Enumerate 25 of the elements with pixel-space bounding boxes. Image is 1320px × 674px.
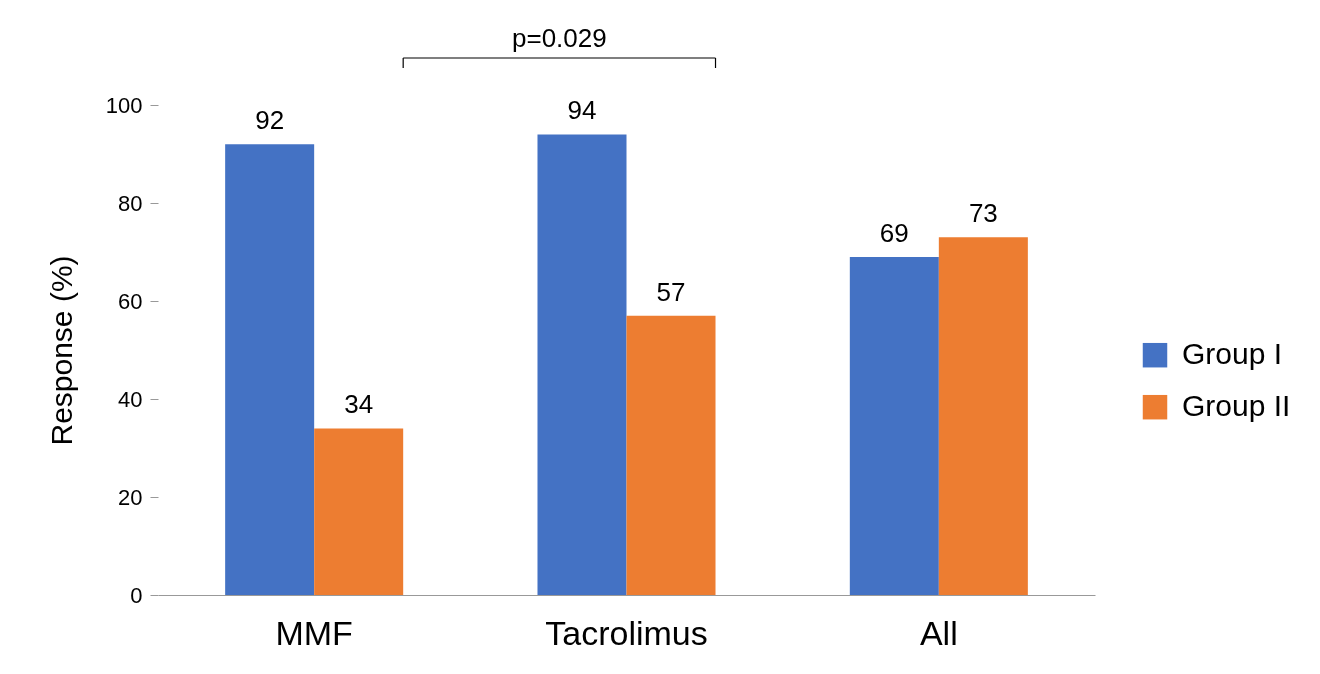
- bar: [849, 256, 939, 595]
- legend-label: Group I: [1182, 337, 1283, 371]
- x-tick-label: MMF: [275, 613, 353, 652]
- y-axis-title: Response (%): [44, 255, 78, 446]
- y-tick-label: 0: [130, 582, 143, 608]
- y-tick-label: 100: [105, 92, 143, 118]
- y-tick-label: 40: [118, 386, 143, 412]
- data-label: 94: [567, 95, 597, 126]
- x-tick-label: Tacrolimus: [545, 613, 708, 652]
- bar: [938, 237, 1028, 595]
- y-tick-label: 60: [118, 288, 143, 314]
- data-label: 69: [879, 217, 909, 248]
- bar: [537, 134, 627, 595]
- x-tick-label: All: [919, 613, 958, 652]
- bar: [626, 315, 716, 595]
- data-label: 92: [255, 105, 285, 136]
- data-label: 73: [968, 198, 998, 229]
- bar: [314, 428, 404, 595]
- data-label: 57: [656, 276, 686, 307]
- data-label: 34: [344, 389, 374, 420]
- y-tick-label: 20: [118, 484, 143, 510]
- text: p=0.029: [511, 23, 607, 53]
- legend-label: Group II: [1182, 389, 1291, 423]
- y-tick-label: 80: [118, 190, 143, 216]
- bar: [225, 144, 315, 595]
